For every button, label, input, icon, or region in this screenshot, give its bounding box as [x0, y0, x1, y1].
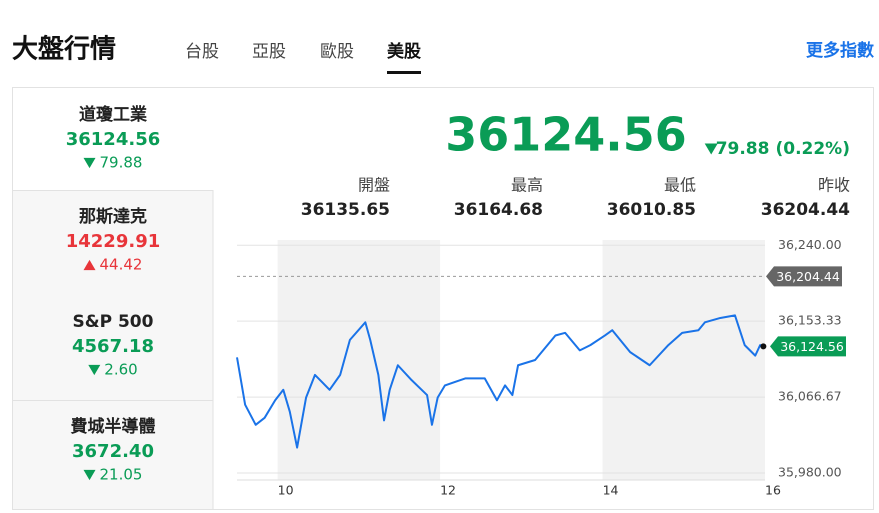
change-arrow: [704, 143, 718, 155]
stat-value: 36164.68: [454, 200, 543, 220]
change-value: 79.88: [716, 139, 770, 159]
index-item[interactable]: [13, 400, 213, 509]
reference-label: 36,204.44: [776, 269, 840, 284]
last-label: 36,124.56: [780, 339, 844, 354]
index-item[interactable]: [13, 295, 213, 400]
price-line: [236, 314, 764, 449]
change-arrow: [83, 469, 96, 481]
tab[interactable]: 美股: [387, 41, 421, 62]
session-band: [277, 240, 441, 480]
stat-label: 開盤: [358, 176, 390, 195]
change-arrow: [83, 259, 96, 271]
index-value: 14229.91: [66, 231, 161, 252]
widget-title: 大盤行情: [12, 34, 116, 65]
index-change: 2.60: [104, 361, 137, 379]
index-name: 費城半導體: [71, 416, 156, 437]
x-tick-label: 12: [440, 483, 456, 498]
stat-value: 36010.85: [607, 200, 696, 220]
y-tick-label: 36,153.33: [778, 313, 842, 328]
last-point: [760, 343, 767, 350]
more-link[interactable]: 更多指數: [806, 40, 874, 61]
stat-value: 36204.44: [761, 200, 850, 220]
index-value: 3672.40: [72, 441, 154, 462]
stat-value: 36135.65: [301, 200, 390, 220]
session-band: [602, 240, 765, 480]
index-item[interactable]: [13, 190, 213, 295]
index-value: 36124.56: [66, 129, 161, 150]
y-tick-label: 36,240.00: [778, 237, 842, 252]
index-change: 79.88: [100, 154, 143, 172]
stat-label: 昨收: [818, 176, 850, 195]
index-change: 21.05: [100, 466, 143, 484]
index-item[interactable]: [13, 88, 213, 190]
detail-change: 79.88 (0.22%): [716, 139, 850, 159]
x-tick-label: 10: [278, 483, 294, 498]
tab[interactable]: 歐股: [320, 42, 354, 62]
index-value: 4567.18: [72, 336, 154, 357]
index-name: 那斯達克: [79, 206, 147, 227]
x-tick-label: 16: [765, 483, 781, 498]
change-percent: (0.22%): [775, 139, 850, 159]
tab[interactable]: 亞股: [252, 42, 286, 62]
index-name: 道瓊工業: [79, 104, 147, 125]
stat-label: 最高: [511, 176, 543, 195]
tab[interactable]: 台股: [185, 42, 219, 62]
index-change: 44.42: [100, 256, 143, 274]
reference-tag: [766, 266, 842, 287]
change-arrow: [83, 157, 96, 169]
index-name: S&P 500: [73, 312, 154, 332]
x-tick-label: 14: [603, 483, 619, 498]
y-tick-label: 35,980.00: [778, 464, 842, 479]
change-arrow: [88, 364, 101, 376]
y-tick-label: 36,066.67: [778, 389, 842, 404]
stat-label: 最低: [664, 176, 696, 195]
last-tag: [770, 336, 846, 357]
detail-value: 36124.56: [445, 108, 687, 162]
tab-underline: [387, 71, 421, 74]
